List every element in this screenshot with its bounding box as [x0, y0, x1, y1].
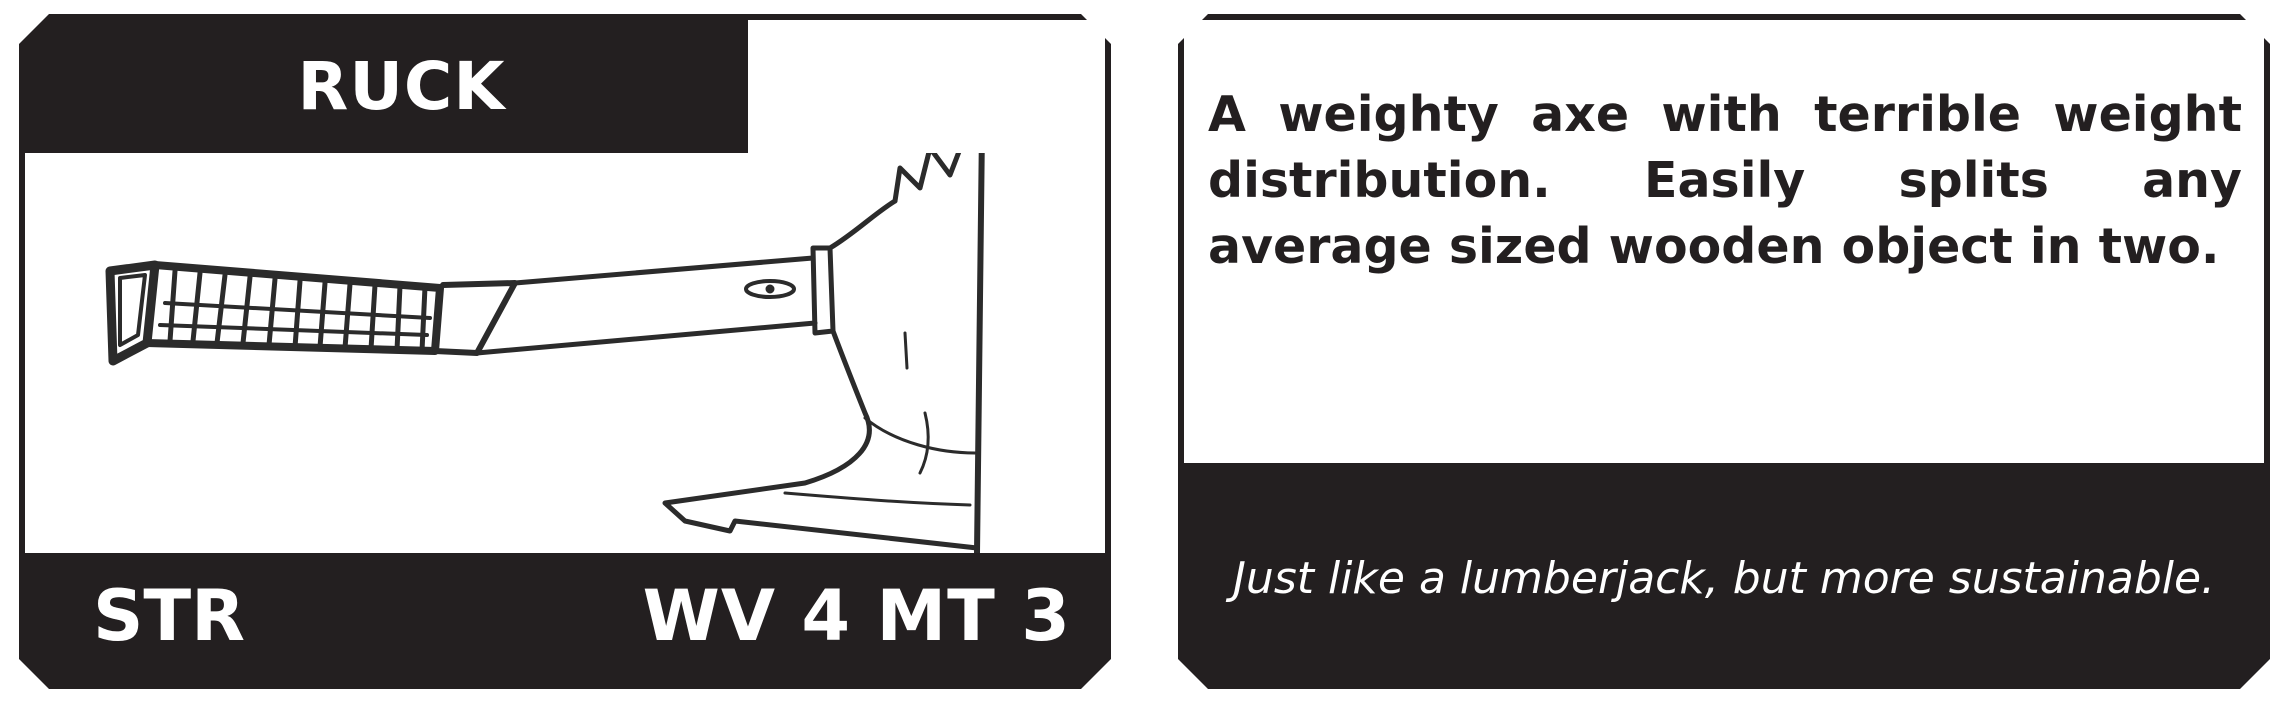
- stat-bar: STR WV 4 MT 3: [25, 553, 1105, 683]
- item-description: A weighty axe with terrible weight distr…: [1208, 86, 2242, 275]
- flavor-bar: Just like a lumberjack, but more sustain…: [1184, 463, 2264, 683]
- item-card-back: A weighty axe with terrible weight distr…: [1178, 14, 2270, 689]
- axe-sketch-icon: [25, 153, 1105, 563]
- stat-type: STR: [93, 575, 246, 657]
- item-card-front: RUCK: [19, 14, 1111, 689]
- title-bar: RUCK: [25, 20, 748, 153]
- weapon-stats: WV 4 MT 3: [642, 575, 1071, 657]
- flavor-text: Just like a lumberjack, but more sustain…: [1232, 552, 2216, 604]
- item-name: RUCK: [297, 48, 506, 125]
